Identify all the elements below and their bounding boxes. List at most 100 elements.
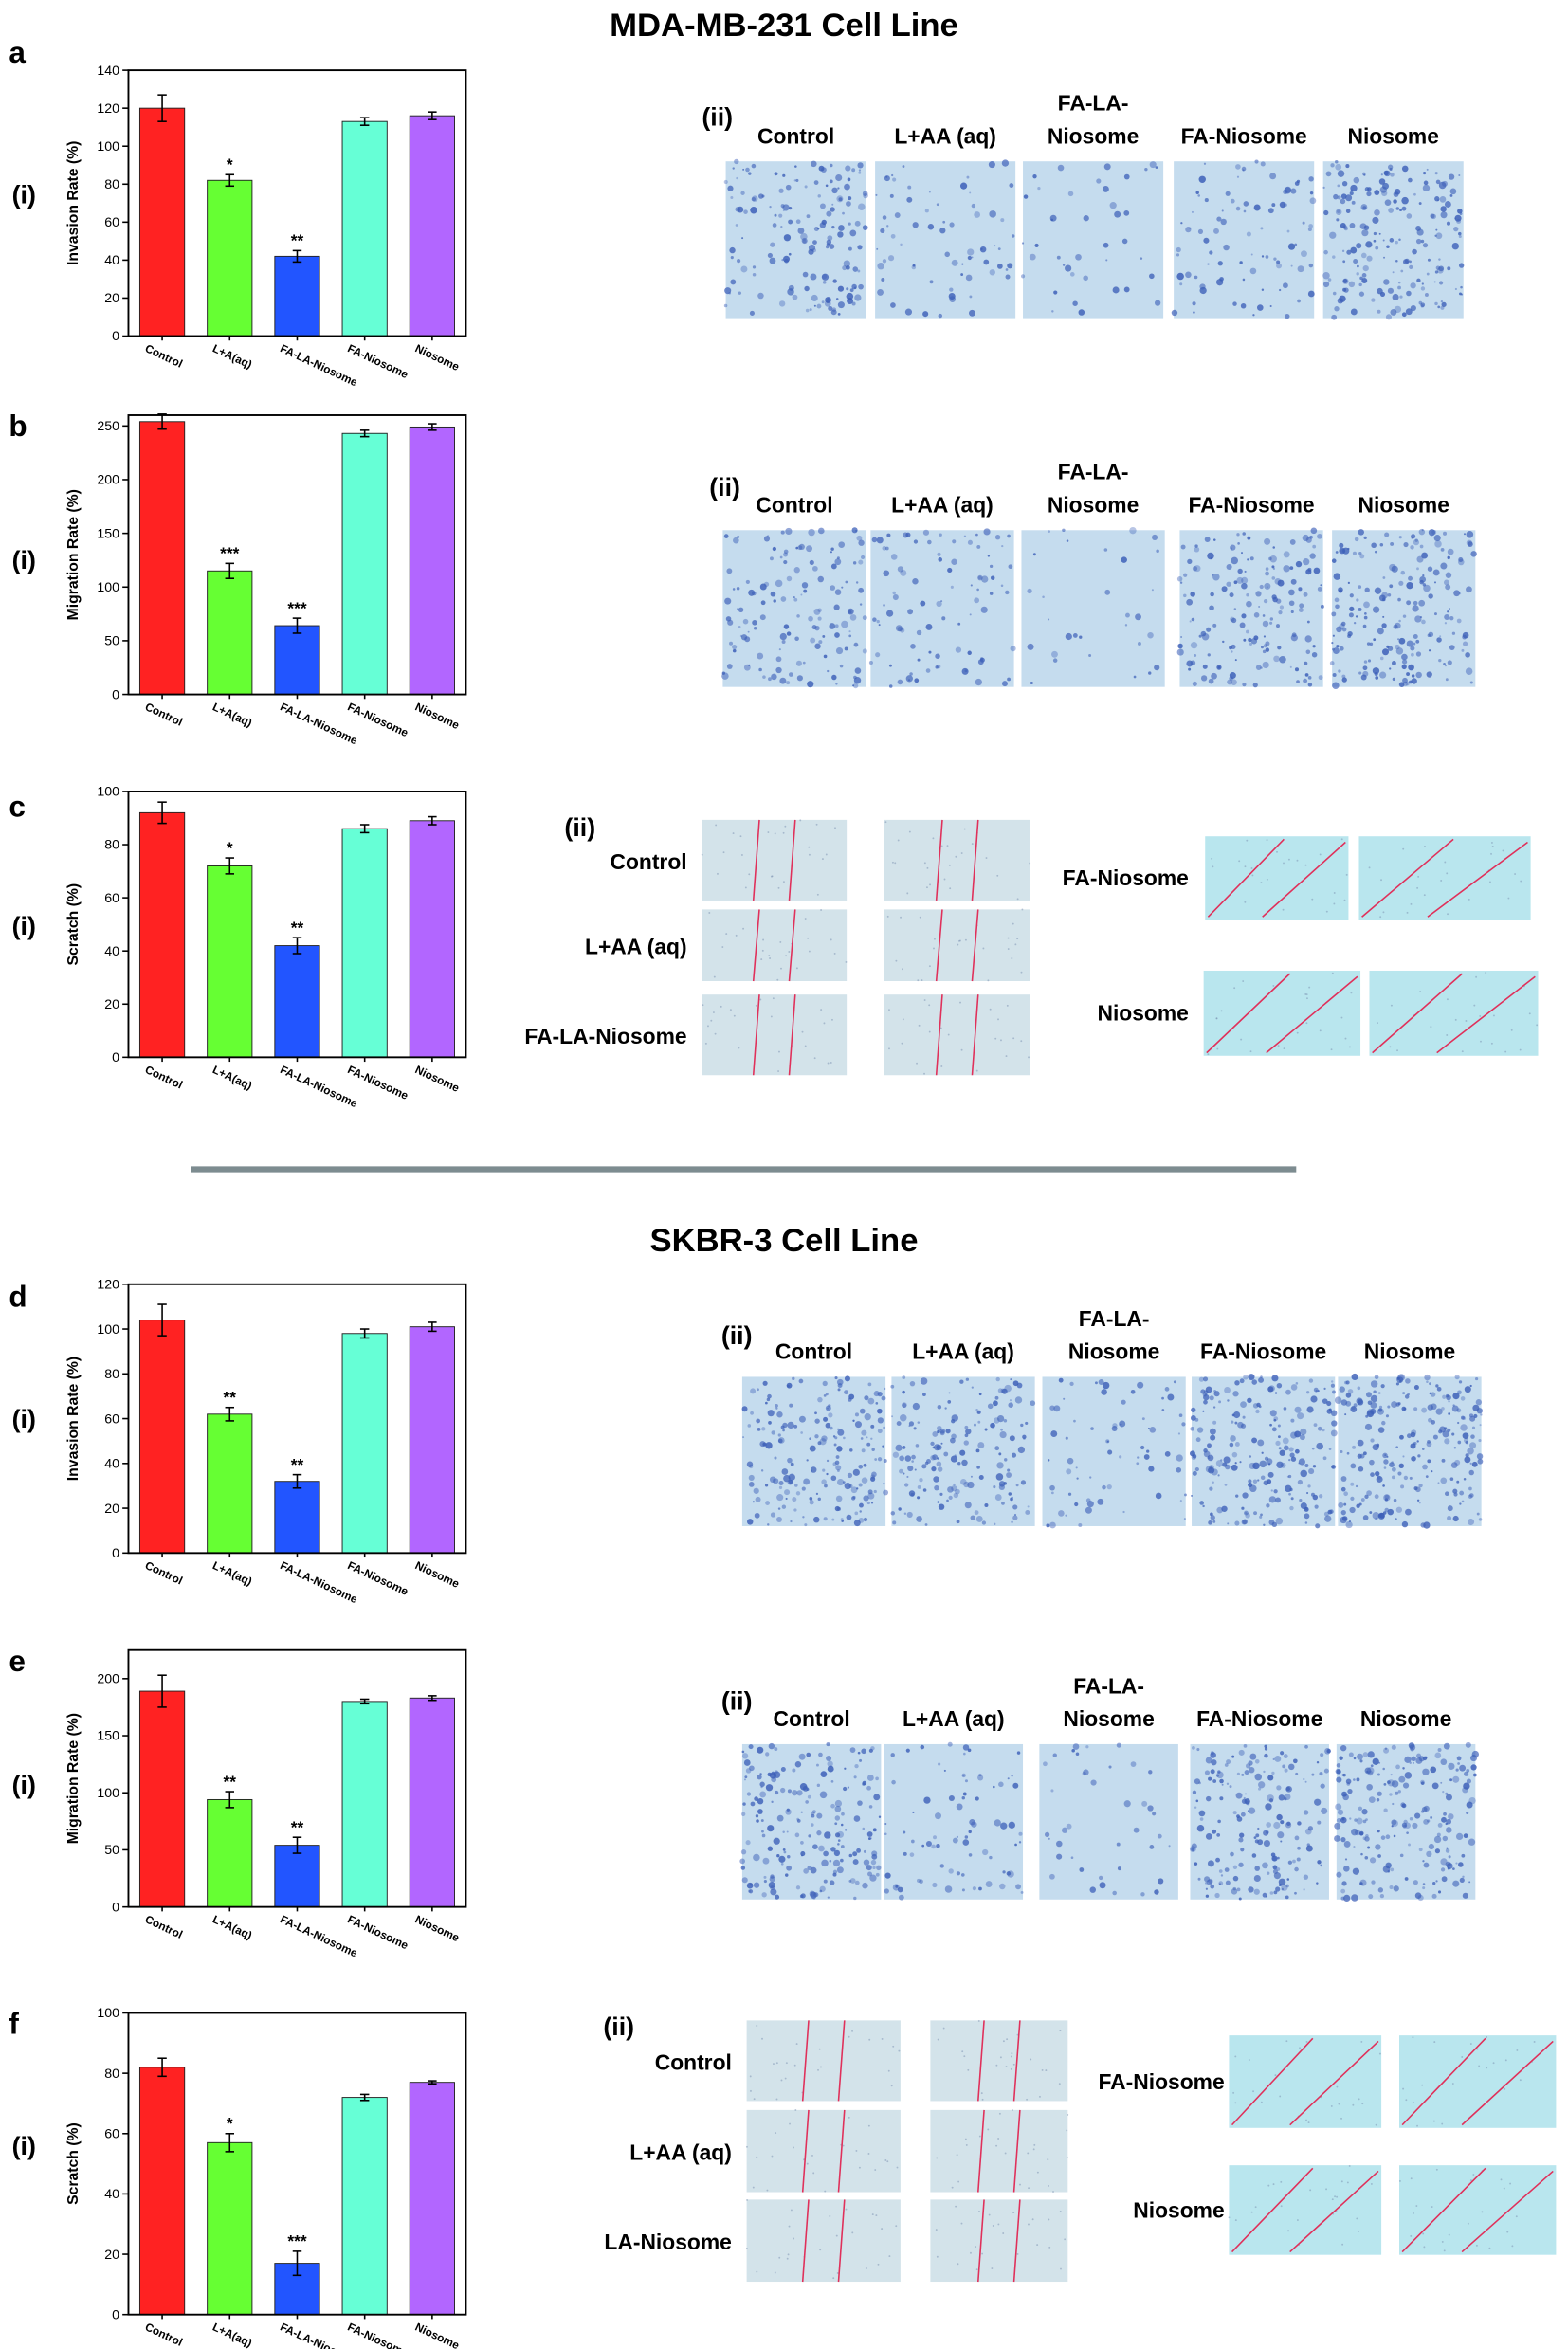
cell-stain <box>1018 1841 1022 1844</box>
cell-stain <box>1488 2247 1491 2249</box>
cell-stain <box>1317 1860 1322 1865</box>
cell-stain <box>804 285 810 292</box>
cell-stain <box>1296 1857 1301 1862</box>
cell-stain <box>1368 1894 1374 1900</box>
cell-stain <box>1336 1776 1342 1783</box>
cell-stain <box>1306 1843 1310 1847</box>
cell-stain <box>782 1429 785 1432</box>
cell-stain <box>883 1387 886 1391</box>
cell-stain <box>877 1457 883 1462</box>
cell-stain <box>1330 2104 1333 2107</box>
cell-stain <box>967 539 973 545</box>
cell-stain <box>1037 186 1041 191</box>
cell-stain <box>748 1474 755 1481</box>
scratch-image <box>702 909 848 982</box>
cell-stain <box>1277 1831 1285 1839</box>
cell-stain <box>759 998 762 1001</box>
cell-stain <box>924 209 929 213</box>
cell-stain <box>888 664 892 667</box>
cell-stain <box>777 1433 781 1437</box>
cell-stain <box>1275 1517 1284 1525</box>
cell-stain <box>983 259 990 265</box>
cell-stain <box>907 1465 914 1472</box>
cell-stain <box>1254 1839 1259 1844</box>
cell-stain <box>739 1858 746 1865</box>
cell-stain <box>1357 1386 1361 1391</box>
cell-stain <box>785 527 793 536</box>
cell-stain <box>1411 534 1416 539</box>
cell-stain <box>1266 586 1268 589</box>
cell-stain <box>866 1785 871 1791</box>
cell-stain <box>746 1882 754 1889</box>
cell-stain <box>1431 2206 1433 2208</box>
cell-stain <box>944 251 951 258</box>
cell-stain <box>1075 1466 1078 1469</box>
cell-stain <box>1214 1892 1220 1899</box>
cell-stain <box>939 533 942 537</box>
cell-stain <box>1065 1436 1068 1440</box>
cell-stain <box>1369 642 1374 646</box>
cell-stain <box>951 558 957 565</box>
cell-stain <box>1511 2245 1514 2248</box>
cell-stain <box>751 163 757 169</box>
cell-stain <box>776 1814 784 1822</box>
cell-stain <box>1453 226 1459 232</box>
y-tick-label: 100 <box>97 785 119 800</box>
cell-stain <box>1223 244 1230 251</box>
error-bar <box>157 413 167 430</box>
cell-stain <box>1353 1403 1358 1408</box>
cell-stain <box>1284 1797 1287 1801</box>
cell-stain <box>1286 229 1290 233</box>
cell-stain <box>743 209 748 214</box>
cell-stain <box>1258 1787 1262 1791</box>
cell-stain <box>1337 195 1341 200</box>
cell-stain <box>1208 678 1214 684</box>
cell-stain <box>1067 191 1074 197</box>
cell-stain <box>1011 1452 1017 1458</box>
cell-stain <box>884 2159 887 2161</box>
cell-stain <box>1265 647 1270 652</box>
cell-stain <box>1236 1772 1240 1775</box>
cell-stain <box>811 294 818 302</box>
cell-stain <box>1049 1873 1055 1880</box>
cell-stain <box>774 213 777 217</box>
cell-stain <box>1046 1523 1050 1528</box>
cell-stain <box>813 1516 820 1523</box>
cell-stain <box>1356 1777 1360 1782</box>
cell-stain <box>1005 268 1009 271</box>
cell-stain <box>1258 1405 1262 1409</box>
cell-stain <box>1213 1391 1220 1397</box>
cell-stain <box>1471 1426 1476 1429</box>
cell-stain <box>1294 181 1300 186</box>
cell-stain <box>1367 1846 1371 1849</box>
cell-stain <box>1382 239 1385 242</box>
cell-stain <box>1176 246 1181 253</box>
cell-stain <box>1413 1442 1416 1446</box>
cell-stain <box>1367 1400 1373 1406</box>
cell-stain <box>1394 305 1402 314</box>
cell-stain <box>804 1045 807 1047</box>
cell-stain <box>1255 665 1262 670</box>
cell-stain <box>876 619 880 624</box>
cell-stain <box>748 172 752 175</box>
cell-stain <box>1421 1407 1428 1413</box>
cell-stain <box>830 547 834 551</box>
cell-stain <box>937 1501 940 1503</box>
scratch-line <box>752 909 760 982</box>
x-tick-label: Niosome <box>413 2320 462 2349</box>
cell-stain <box>1480 1040 1482 1043</box>
cell-stain <box>949 287 954 292</box>
cell-stain <box>1436 266 1444 274</box>
cell-stain <box>874 2169 877 2171</box>
cell-stain <box>1232 1875 1239 1882</box>
cell-stain <box>1294 1891 1297 1895</box>
cell-stain <box>1356 2217 1358 2220</box>
cell-stain <box>721 946 724 948</box>
cell-stain <box>838 225 845 231</box>
cell-stain <box>740 854 743 856</box>
cell-stain <box>1249 1484 1257 1493</box>
cell-stain <box>1340 1476 1347 1482</box>
cell-stain <box>829 1426 833 1430</box>
cell-stain <box>1377 1427 1385 1433</box>
cell-stain <box>1279 1449 1285 1456</box>
